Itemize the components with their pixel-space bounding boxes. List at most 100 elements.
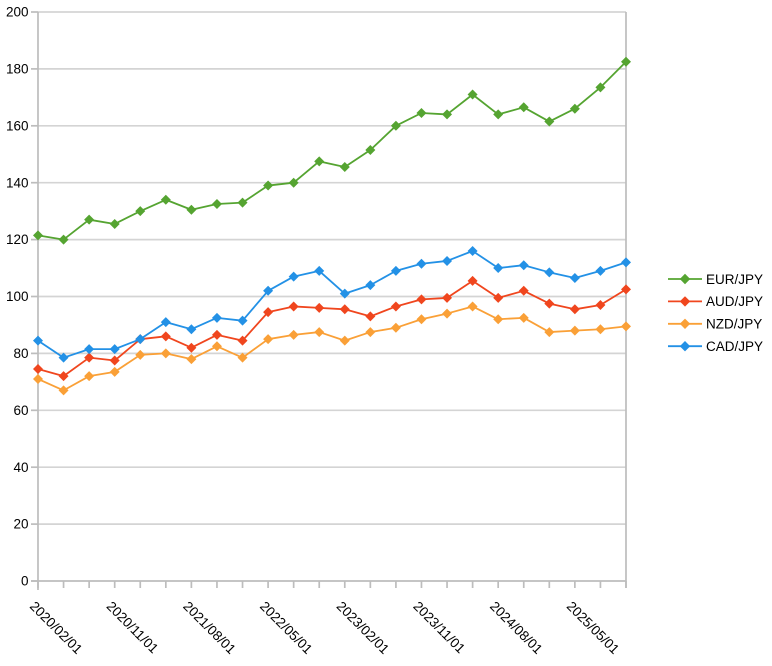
legend-label: EUR/JPY [706,272,763,287]
data-point-marker [160,194,171,205]
y-tick-label: 200 [6,5,29,20]
x-tick-label: 2023/11/01 [410,599,468,657]
y-tick-label: 20 [13,517,28,532]
data-point-marker [288,177,299,188]
data-point-marker [84,214,95,225]
legend-marker [679,318,691,329]
data-point-marker [518,102,529,113]
data-point-marker [33,364,43,375]
data-point-marker [160,317,171,328]
data-point-marker [314,327,325,338]
data-point-marker [186,204,197,215]
data-point-marker [33,230,43,241]
data-point-marker [211,329,222,340]
data-point-marker [544,327,555,338]
series-line-eur-jpy [37,61,627,241]
data-point-marker [237,197,248,208]
y-tick-label: 140 [6,175,29,190]
data-point-marker [288,271,299,282]
y-tick-label: 160 [6,118,29,133]
data-point-marker [544,298,555,309]
data-point-marker [263,180,274,191]
x-tick-label: 2020/11/01 [104,599,162,657]
data-point-marker [237,352,248,363]
data-point-marker [109,344,120,355]
data-point-marker [365,327,376,338]
data-point-marker [544,267,555,278]
legend-label: CAD/JPY [706,339,763,354]
data-point-marker [621,321,631,332]
x-tick-label: 2024/08/01 [487,599,545,657]
series-line-nzd-jpy [37,305,627,392]
data-point-marker [442,109,453,120]
data-point-marker [109,355,120,366]
y-tick-label: 100 [6,289,29,304]
data-point-marker [595,300,606,311]
x-tick-label: 2023/02/01 [334,599,392,657]
y-tick-label: 80 [13,346,28,361]
data-point-marker [84,371,95,382]
data-point-marker [442,255,453,266]
data-point-marker [58,385,69,396]
x-tick-label: 2020/02/01 [27,599,85,657]
data-point-marker [365,280,376,291]
x-tick-label: 2025/05/01 [564,599,622,657]
data-point-marker [569,273,580,284]
data-point-marker [493,292,504,303]
data-point-marker [390,120,401,131]
data-point-marker [288,301,299,312]
series-line-cad-jpy [37,250,627,359]
data-point-marker [621,56,631,67]
data-point-marker [84,344,95,355]
data-point-marker [416,294,427,305]
data-point-marker [33,335,43,346]
data-point-marker [263,307,274,318]
data-point-marker [467,275,478,286]
y-tick-label: 180 [6,62,29,77]
data-point-marker [621,284,631,295]
data-point-marker [314,302,325,313]
data-point-marker [160,331,171,342]
data-point-marker [493,314,504,325]
data-point-marker [186,342,197,353]
data-point-marker [58,234,69,245]
data-point-marker [314,265,325,276]
legend-marker [679,296,691,307]
data-point-marker [135,206,146,217]
data-point-marker [442,292,453,303]
y-tick-label: 0 [21,574,29,589]
data-point-marker [390,322,401,333]
data-point-marker [390,265,401,276]
data-point-marker [237,335,248,346]
data-point-marker [493,263,504,274]
data-point-marker [518,260,529,271]
legend-marker [679,341,691,352]
data-point-marker [186,354,197,365]
data-point-marker [544,116,555,127]
data-point-marker [365,144,376,155]
data-point-marker [135,349,146,360]
data-point-marker [339,162,350,173]
data-point-marker [339,335,350,346]
data-point-marker [237,315,248,326]
data-point-marker [58,371,69,382]
data-point-marker [442,308,453,319]
data-point-marker [493,109,504,120]
data-point-marker [84,352,95,363]
series-line-aud-jpy [37,279,627,378]
legend-label: NZD/JPY [706,317,762,332]
data-point-marker [518,285,529,296]
data-point-marker [160,348,171,359]
data-point-marker [58,352,69,363]
data-point-marker [416,258,427,269]
x-tick-label: 2022/05/01 [257,599,315,657]
data-point-marker [467,245,478,256]
data-point-marker [518,312,529,323]
data-point-marker [467,89,478,100]
data-point-marker [263,285,274,296]
x-tick-label: 2021/08/01 [180,599,238,657]
data-point-marker [569,103,580,114]
data-point-marker [569,325,580,336]
